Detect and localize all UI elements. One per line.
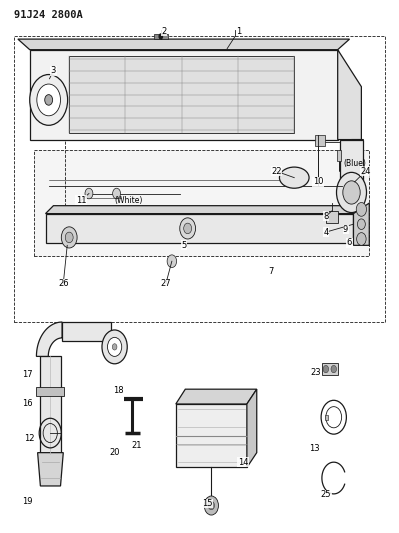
Polygon shape	[247, 389, 257, 467]
Circle shape	[37, 84, 61, 116]
Polygon shape	[315, 135, 325, 146]
Text: 6: 6	[347, 238, 352, 247]
Circle shape	[331, 366, 336, 373]
Circle shape	[112, 344, 117, 350]
Text: 11: 11	[76, 196, 86, 205]
Text: 5: 5	[181, 241, 186, 250]
Circle shape	[85, 188, 93, 199]
Circle shape	[65, 232, 73, 243]
Circle shape	[336, 172, 367, 213]
Polygon shape	[176, 404, 247, 467]
Circle shape	[45, 95, 53, 105]
Polygon shape	[176, 389, 257, 404]
Text: 91J24 2800A: 91J24 2800A	[14, 10, 83, 20]
Polygon shape	[38, 453, 63, 486]
Text: 27: 27	[161, 279, 171, 288]
Circle shape	[180, 218, 196, 239]
Text: 14: 14	[238, 458, 248, 467]
Text: 25: 25	[321, 490, 331, 499]
Polygon shape	[36, 387, 65, 396]
Text: 8: 8	[323, 212, 328, 221]
Text: 4: 4	[323, 228, 328, 237]
Polygon shape	[40, 357, 61, 454]
Text: (White): (White)	[115, 196, 143, 205]
Polygon shape	[354, 203, 369, 245]
Circle shape	[343, 181, 360, 204]
Circle shape	[30, 75, 67, 125]
Text: 20: 20	[109, 448, 120, 457]
Text: 2: 2	[161, 27, 167, 36]
Circle shape	[356, 203, 367, 216]
Ellipse shape	[279, 167, 309, 188]
Text: 21: 21	[131, 441, 142, 450]
Circle shape	[204, 496, 218, 515]
Polygon shape	[36, 322, 62, 357]
Text: 18: 18	[113, 386, 124, 395]
Text: 7: 7	[268, 267, 273, 276]
Text: 24: 24	[360, 167, 371, 176]
Polygon shape	[45, 214, 354, 243]
Circle shape	[102, 330, 127, 364]
Polygon shape	[322, 363, 338, 375]
Polygon shape	[69, 56, 294, 133]
Text: 1: 1	[236, 27, 242, 36]
Circle shape	[208, 502, 215, 510]
Polygon shape	[18, 39, 350, 50]
Polygon shape	[154, 34, 168, 39]
Polygon shape	[34, 150, 369, 256]
Polygon shape	[340, 140, 363, 187]
Text: 3: 3	[51, 66, 56, 75]
Text: 15: 15	[202, 499, 213, 508]
Text: (Blue): (Blue)	[344, 159, 367, 168]
Polygon shape	[340, 140, 363, 171]
Circle shape	[357, 233, 366, 245]
Polygon shape	[30, 50, 338, 140]
Text: 12: 12	[24, 434, 35, 443]
Polygon shape	[325, 415, 328, 420]
Circle shape	[358, 219, 365, 230]
Circle shape	[158, 33, 163, 39]
Polygon shape	[326, 211, 338, 223]
Text: 10: 10	[313, 177, 323, 187]
Polygon shape	[338, 50, 361, 140]
Circle shape	[167, 255, 177, 268]
Circle shape	[61, 227, 77, 248]
Polygon shape	[62, 322, 111, 341]
Text: 13: 13	[309, 445, 319, 454]
Circle shape	[107, 337, 122, 357]
Text: 17: 17	[22, 370, 33, 379]
Text: 16: 16	[22, 400, 33, 408]
Text: 19: 19	[22, 497, 33, 506]
Text: 9: 9	[343, 225, 348, 234]
Circle shape	[184, 223, 192, 233]
Circle shape	[113, 188, 120, 199]
Text: 23: 23	[311, 368, 321, 377]
Text: 26: 26	[58, 279, 69, 288]
Text: 22: 22	[271, 167, 282, 176]
Polygon shape	[337, 150, 341, 161]
Circle shape	[323, 366, 329, 373]
Polygon shape	[45, 206, 361, 214]
